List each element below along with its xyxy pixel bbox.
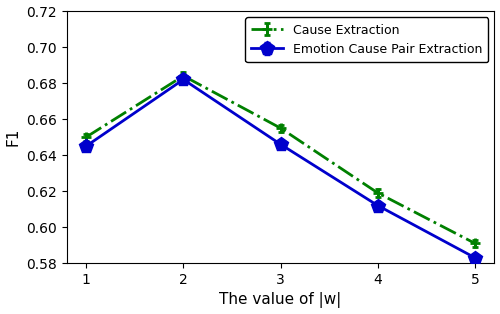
X-axis label: The value of |w|: The value of |w| bbox=[220, 292, 342, 308]
Legend: Cause Extraction, Emotion Cause Pair Extraction: Cause Extraction, Emotion Cause Pair Ext… bbox=[245, 17, 488, 62]
Y-axis label: F1: F1 bbox=[6, 128, 20, 146]
